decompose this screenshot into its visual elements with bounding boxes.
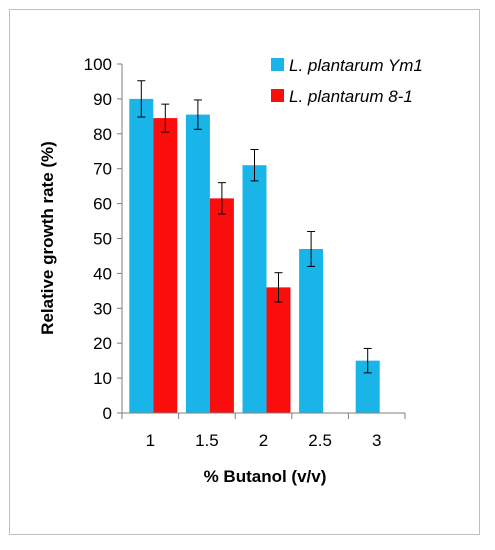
bar-ym1-1.5 <box>185 114 210 413</box>
legend-swatch-8-1 <box>271 89 284 102</box>
error-bar-8-1-1 <box>161 103 170 133</box>
bar-8-1-1.5 <box>209 198 234 413</box>
bars-layer <box>129 98 380 414</box>
y-tick-label: 10 <box>93 369 112 388</box>
x-tick-labels: 1 1.5 2 2.5 3 <box>146 431 382 450</box>
legend-swatch-ym1 <box>271 58 284 71</box>
y-tick-labels: 0 10 20 30 40 50 60 70 80 90 100 <box>84 55 112 423</box>
y-axis-title: Relative growth rate (%) <box>38 141 57 335</box>
x-tick-label: 1.5 <box>195 431 219 450</box>
y-tick-label: 70 <box>93 160 112 179</box>
bar-ym1-1 <box>129 98 154 414</box>
y-tick-label: 20 <box>93 334 112 353</box>
bar-ym1-2.5 <box>299 248 324 413</box>
legend-label-ym1: L. plantarum Ym1 <box>289 56 423 75</box>
error-bars-layer <box>137 80 372 374</box>
y-tick-label: 50 <box>93 230 112 249</box>
error-bar-8-1-1.5 <box>217 182 226 215</box>
y-tick-label: 80 <box>93 125 112 144</box>
bar-8-1-2 <box>266 287 291 413</box>
x-tick-label: 2 <box>259 431 268 450</box>
legend-label-8-1: L. plantarum 8-1 <box>289 87 413 106</box>
y-tick-label: 60 <box>93 195 112 214</box>
x-tick-label: 3 <box>372 431 381 450</box>
x-tick-label: 1 <box>146 431 155 450</box>
y-tick-label: 0 <box>103 404 112 423</box>
y-tick-label: 40 <box>93 264 112 283</box>
error-bar-8-1-2 <box>274 272 283 303</box>
error-bar-ym1-3 <box>363 347 372 374</box>
legend: L. plantarum Ym1 L. plantarum 8-1 <box>271 56 423 106</box>
error-bar-ym1-1.5 <box>193 99 202 130</box>
x-axis-title: % Butanol (v/v) <box>204 467 327 486</box>
axes-layer <box>117 63 406 419</box>
bar-8-1-1 <box>153 118 178 413</box>
y-tick-label: 90 <box>93 90 112 109</box>
error-bar-ym1-1 <box>137 80 146 118</box>
bar-ym1-2 <box>242 165 267 413</box>
error-bar-ym1-2.5 <box>307 231 316 267</box>
y-tick-label: 100 <box>84 55 112 74</box>
y-tick-label: 30 <box>93 299 112 318</box>
x-tick-label: 2.5 <box>308 431 332 450</box>
error-bar-ym1-2 <box>250 149 259 182</box>
